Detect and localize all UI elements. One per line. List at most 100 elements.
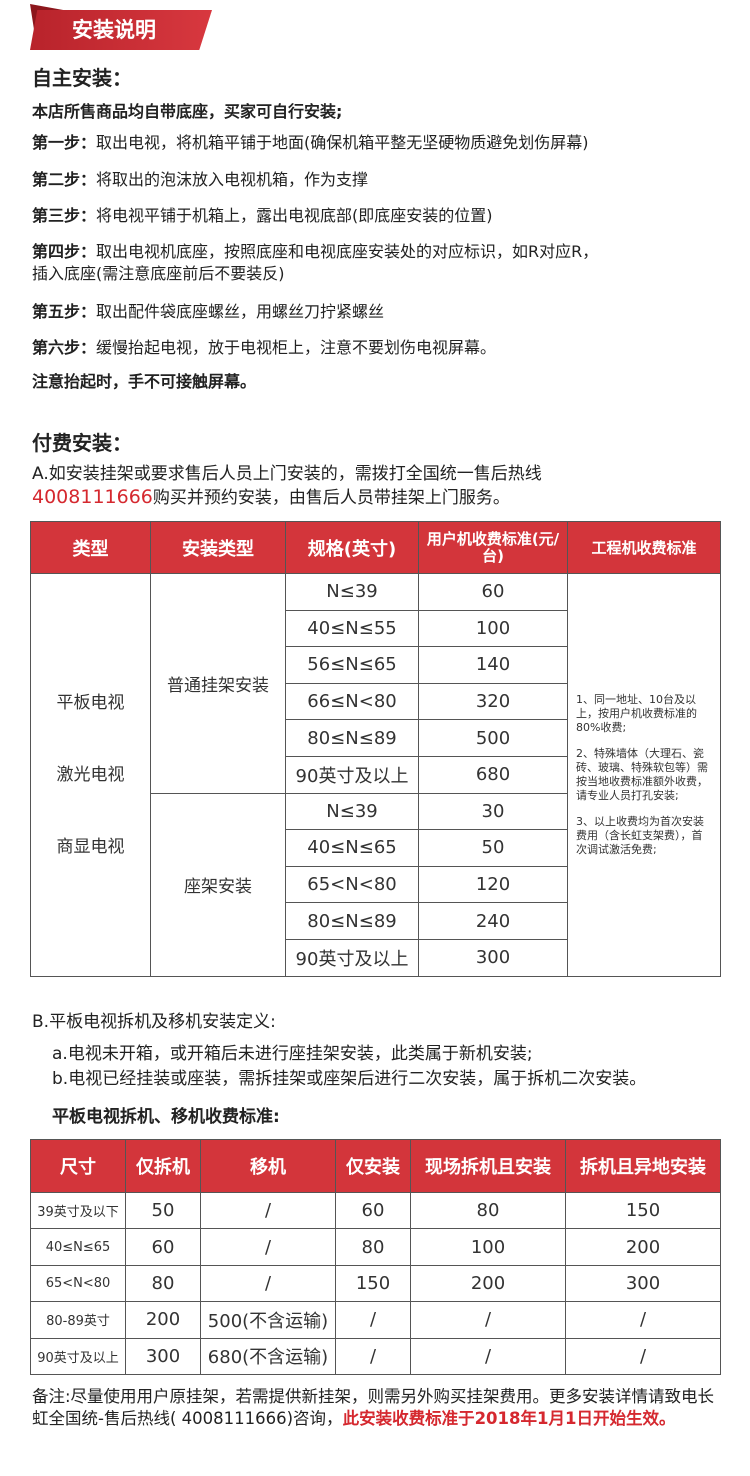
table-cell: /	[200, 1264, 336, 1303]
caution-text: 注意抬起时，手不可接触屏幕。	[32, 372, 257, 391]
size-spec: 90英寸及以上	[285, 755, 419, 794]
footer-note: 备注:尽量使用用户原挂架，若需提供新挂架，则需另外购买挂架费用。更多安装详情请致…	[32, 1387, 715, 1428]
table-row: 66≤N<80 320	[31, 682, 721, 721]
table-cell: 300	[125, 1337, 201, 1375]
table-cell: /	[410, 1301, 566, 1339]
definition-b: b.电视已经挂装或座装，需拆挂架或座架后进行二次安装，属于拆机二次安装。	[52, 1069, 647, 1089]
table-cell: /	[410, 1337, 566, 1375]
size-spec: 40≤N≤55	[285, 609, 419, 648]
table-row: 65<N<80 80/150 200 300	[30, 1264, 721, 1303]
user-fee: 500	[418, 719, 568, 757]
step-6: 第六步：缓慢抬起电视，放于电视柜上，注意不要划伤电视屏幕。	[32, 338, 497, 357]
table-row: 90英寸及以上 300 680(不含运输) / / /	[30, 1337, 721, 1375]
size-spec: 66≤N<80	[285, 682, 419, 721]
table-row: 90英寸及以上 300	[31, 938, 721, 977]
size-spec: 40≤N≤65	[285, 829, 419, 867]
step-5: 第五步：取出配件袋底座螺丝，用螺丝刀拧紧螺丝	[32, 302, 385, 321]
user-fee: 60	[418, 573, 568, 611]
self-install-intro: 本店所售商品均自带底座，买家可自行安装;	[32, 102, 343, 121]
table-cell: 500(不含运输)	[200, 1301, 336, 1339]
table-cell: 680(不含运输)	[200, 1337, 336, 1375]
user-fee: 240	[418, 902, 568, 940]
hotline: 4008111666	[32, 486, 153, 508]
effective-date: 此安装收费标准于2018年1月1日开始生效。	[342, 1409, 676, 1428]
table-row: 40≤N≤65 60/80 100 200	[30, 1228, 721, 1266]
tv-type: 激光电视	[56, 764, 125, 785]
tv-type: 平板电视	[56, 692, 125, 713]
table-cell: /	[565, 1301, 721, 1339]
table-cell: 200	[410, 1264, 566, 1303]
size-spec: 80≤N≤89	[285, 902, 419, 940]
size-spec: N≤39	[285, 573, 419, 611]
size-spec: 65<N<80	[285, 865, 419, 904]
size-spec: 90英寸及以上	[285, 938, 419, 977]
user-fee: 50	[418, 829, 568, 867]
table-row: 90英寸及以上 680	[31, 755, 721, 794]
relocation-fee-heading: 平板电视拆机、移机收费标准:	[52, 1107, 280, 1127]
table-row: 平板电视 激光电视 商显电视 普通挂架安装 N≤39 60 1、同一地址、10台及以上，按用…	[30, 573, 721, 977]
fee-note: 3、以上收费均为首次安装费用（含长虹支架费），首次调试激活免费;	[576, 814, 704, 856]
user-fee: 320	[418, 682, 568, 721]
step-4-cont: 插入底座(需注意底座前后不要装反)	[32, 264, 285, 283]
table-row: 40≤N≤65 50	[31, 829, 721, 867]
table-row: 40≤N≤55 100	[31, 609, 721, 648]
table-cell: 39英寸及以下	[30, 1191, 126, 1230]
user-fee: 680	[418, 755, 568, 794]
table-row: 座架安装 N≤39 30	[31, 792, 721, 977]
table-row: 80≤N≤89 500	[31, 719, 721, 757]
table-row: 56≤N≤65 140	[31, 646, 721, 684]
tv-types: 平板电视激光电视商显电视	[30, 573, 151, 977]
self-install-heading: 自主安装：	[32, 66, 132, 90]
table-cell: 100	[410, 1228, 566, 1266]
table-cell: 150	[335, 1264, 411, 1303]
column-header: 尺寸	[30, 1139, 126, 1193]
fee-note: 2、特殊墙体（大理石、瓷砖、玻璃、特殊软包等）需按当地收费标准额外收费，请专业人…	[576, 746, 708, 802]
table-cell: /	[565, 1337, 721, 1375]
install-type: 座架安装	[150, 792, 286, 977]
install-fee-table: 类型 安装类型 规格(英寸) 用户机收费标准(元/台) 工程机收费标准 平板电视…	[30, 521, 721, 977]
table-cell: 90英寸及以上	[30, 1337, 126, 1375]
step-2: 第二步：将取出的泡沫放入电视机箱，作为支撑	[32, 170, 369, 189]
table-row: 80≤N≤89 240	[31, 902, 721, 940]
table-cell: 200	[565, 1228, 721, 1266]
table-cell: 60	[125, 1228, 201, 1266]
table-cell: /	[200, 1228, 336, 1266]
table-cell: 80	[125, 1264, 201, 1303]
paid-install-heading: 付费安装：	[32, 431, 132, 455]
column-header: 仅安装	[335, 1139, 411, 1193]
size-spec: N≤39	[285, 792, 419, 831]
table-cell: 40≤N≤65	[30, 1228, 126, 1266]
user-fee: 30	[418, 792, 568, 831]
fee-note: 1、同一地址、10台及以上，按用户机收费标准的80%收费;	[576, 692, 697, 734]
user-fee: 300	[418, 938, 568, 977]
install-type: 普通挂架安装	[150, 573, 286, 794]
table-cell: /	[335, 1337, 411, 1375]
table-cell: /	[200, 1191, 336, 1230]
size-spec: 80≤N≤89	[285, 719, 419, 757]
table-cell: 65<N<80	[30, 1264, 126, 1303]
table-cell: 80	[335, 1228, 411, 1266]
table-row: 80-89英寸 200 500(不含运输) / / /	[30, 1301, 721, 1339]
table-cell: 50	[125, 1191, 201, 1230]
paid-line-2: 4008111666购买并预约安装，由售后人员带挂架上门服务。	[32, 486, 510, 508]
tv-type: 商显电视	[56, 836, 125, 857]
step-3: 第三步：将电视平铺于机箱上，露出电视底部(即底座安装的位置)	[32, 206, 493, 225]
paid-line-1: A.如安装挂架或要求售后人员上门安装的，需拨打全国统一售后热线	[32, 464, 542, 484]
table-row: 65<N<80 120	[31, 865, 721, 904]
user-fee: 140	[418, 646, 568, 684]
section-b-heading: B.平板电视拆机及移机安装定义:	[32, 1012, 276, 1032]
step-4: 第四步：取出电视机底座，按照底座和电视底座安装处的对应标识，如R对应R，	[32, 242, 599, 261]
column-header: 移机	[200, 1139, 336, 1193]
table-cell: /	[335, 1301, 411, 1339]
definition-a: a.电视未开箱，或开箱后未进行座挂架安装，此类属于新机安装;	[52, 1044, 533, 1064]
column-header: 现场拆机且安装	[410, 1139, 566, 1193]
table-cell: 80-89英寸	[30, 1301, 126, 1339]
table-cell: 200	[125, 1301, 201, 1339]
section-banner: 安装说明	[30, 10, 212, 50]
table-row: 39英寸及以下 50/60 80 150	[30, 1191, 721, 1230]
user-fee: 100	[418, 609, 568, 648]
engineering-fee-notes: 1、同一地址、10台及以上，按用户机收费标准的80%收费; 2、特殊墙体（大理石、…	[567, 573, 721, 977]
table-cell: 300	[565, 1264, 721, 1303]
user-fee: 120	[418, 865, 568, 904]
column-header: 拆机且异地安装	[565, 1139, 721, 1193]
